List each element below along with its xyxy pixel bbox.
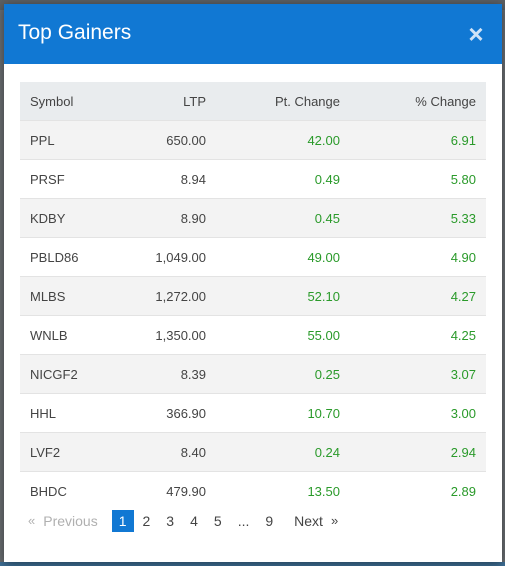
table-row[interactable]: LVF2 8.40 0.24 2.94 [20, 432, 486, 472]
pagination: « Previous 1 2 3 4 5 ... 9 Next » [20, 510, 338, 532]
cell-symbol: BHDC [20, 471, 116, 510]
cell-pt-change: 49.00 [216, 237, 350, 277]
page-1-button[interactable]: 1 [111, 510, 134, 532]
table-row[interactable]: KDBY 8.90 0.45 5.33 [20, 198, 486, 238]
table-row[interactable]: HHL 366.90 10.70 3.00 [20, 393, 486, 433]
table-row[interactable]: WNLB 1,350.00 55.00 4.25 [20, 315, 486, 355]
cell-pct-change: 3.00 [350, 393, 486, 433]
cell-ltp: 1,272.00 [116, 276, 216, 316]
cell-pct-change: 5.33 [350, 198, 486, 238]
cell-ltp: 8.90 [116, 198, 216, 238]
gainers-table: Symbol LTP Pt. Change % Change PPL 650.00… [20, 82, 486, 510]
cell-ltp: 650.00 [116, 120, 216, 160]
cell-symbol: NICGF2 [20, 354, 116, 394]
cell-symbol: PPL [20, 120, 116, 160]
cell-pct-change: 2.94 [350, 432, 486, 472]
page-2-button[interactable]: 2 [142, 513, 151, 529]
cell-ltp: 8.40 [116, 432, 216, 472]
cell-pct-change: 4.90 [350, 237, 486, 277]
cell-pct-change: 4.25 [350, 315, 486, 355]
cell-symbol: LVF2 [20, 432, 116, 472]
table-row[interactable]: PBLD86 1,049.00 49.00 4.90 [20, 237, 486, 277]
table-row[interactable]: BHDC 479.90 13.50 2.89 [20, 471, 486, 510]
cell-symbol: MLBS [20, 276, 116, 316]
cell-pt-change: 10.70 [216, 393, 350, 433]
modal-title: Top Gainers [18, 21, 132, 44]
cell-symbol: PRSF [20, 159, 116, 199]
cell-symbol: HHL [20, 393, 116, 433]
cell-ltp: 479.90 [116, 471, 216, 510]
page-3-button[interactable]: 3 [166, 513, 175, 529]
cell-pt-change: 0.49 [216, 159, 350, 199]
cell-symbol: WNLB [20, 315, 116, 355]
cell-pt-change: 55.00 [216, 315, 350, 355]
close-icon[interactable]: × [468, 19, 484, 49]
cell-pt-change: 0.45 [216, 198, 350, 238]
table-row[interactable]: NICGF2 8.39 0.25 3.07 [20, 354, 486, 394]
pagination-ellipsis: ... [237, 513, 250, 529]
table-header-row: Symbol LTP Pt. Change % Change [20, 82, 486, 121]
page-9-button[interactable]: 9 [265, 513, 274, 529]
cell-pt-change: 0.25 [216, 354, 350, 394]
cell-pt-change: 52.10 [216, 276, 350, 316]
page-backdrop-bottom [0, 562, 505, 566]
cell-ltp: 8.39 [116, 354, 216, 394]
modal-header: Top Gainers × [4, 4, 502, 64]
cell-ltp: 8.94 [116, 159, 216, 199]
cell-symbol: KDBY [20, 198, 116, 238]
table-row[interactable]: PRSF 8.94 0.49 5.80 [20, 159, 486, 199]
cell-pct-change: 3.07 [350, 354, 486, 394]
table-row[interactable]: PPL 650.00 42.00 6.91 [20, 120, 486, 160]
previous-page-button[interactable]: Previous [43, 513, 98, 529]
cell-pct-change: 4.27 [350, 276, 486, 316]
next-chevron-icon[interactable]: » [330, 513, 339, 528]
header-pct-change[interactable]: % Change [350, 82, 486, 121]
cell-pct-change: 5.80 [350, 159, 486, 199]
cell-symbol: PBLD86 [20, 237, 116, 277]
header-ltp[interactable]: LTP [116, 82, 216, 121]
cell-pt-change: 13.50 [216, 471, 350, 510]
cell-ltp: 1,350.00 [116, 315, 216, 355]
page-5-button[interactable]: 5 [213, 513, 222, 529]
header-symbol[interactable]: Symbol [20, 82, 116, 121]
header-pt-change[interactable]: Pt. Change [216, 82, 350, 121]
cell-pt-change: 0.24 [216, 432, 350, 472]
cell-ltp: 366.90 [116, 393, 216, 433]
next-page-button[interactable]: Next [294, 513, 323, 529]
cell-pt-change: 42.00 [216, 120, 350, 160]
gainers-table-container: Symbol LTP Pt. Change % Change PPL 650.00… [20, 82, 486, 510]
cell-pct-change: 6.91 [350, 120, 486, 160]
table-row[interactable]: MLBS 1,272.00 52.10 4.27 [20, 276, 486, 316]
top-gainers-modal: Top Gainers × Symbol LTP Pt. Change % Ch… [4, 4, 502, 562]
cell-ltp: 1,049.00 [116, 237, 216, 277]
page-4-button[interactable]: 4 [190, 513, 198, 529]
previous-chevron-icon: « [28, 513, 36, 528]
cell-pct-change: 2.89 [350, 471, 486, 510]
